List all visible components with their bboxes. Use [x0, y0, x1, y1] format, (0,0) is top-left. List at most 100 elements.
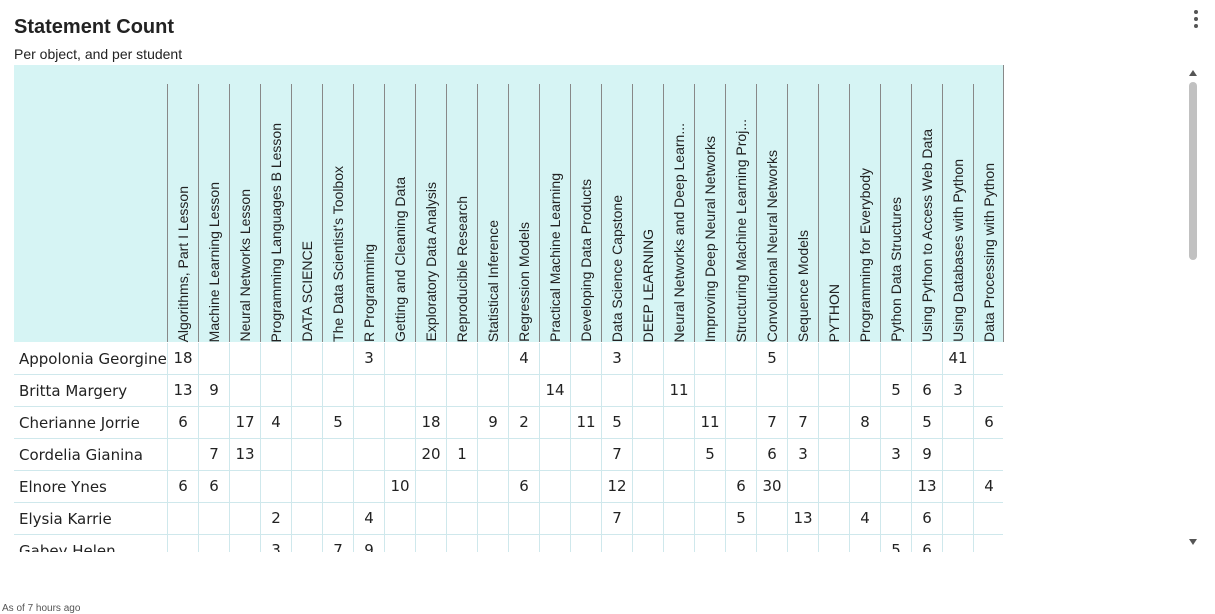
- cell: [539, 407, 570, 438]
- cell: 8: [849, 407, 880, 438]
- cell: 13: [787, 503, 818, 534]
- cell: [880, 407, 911, 438]
- cell: [632, 471, 663, 502]
- cell: 18: [167, 343, 198, 374]
- cell: [446, 471, 477, 502]
- cell: [942, 535, 973, 552]
- cell: [291, 439, 322, 470]
- cell: [725, 535, 756, 552]
- cell: [229, 471, 260, 502]
- cell: [849, 471, 880, 502]
- cell: [694, 471, 725, 502]
- table-row: Cherianne Jorrie 6 17 4 5 18 9 2 11 5 11 7 7 8 5 6: [14, 407, 1003, 439]
- cell: 3: [260, 535, 291, 552]
- cell: 6: [508, 471, 539, 502]
- cell: [880, 343, 911, 374]
- cell: [384, 503, 415, 534]
- cell: 20: [415, 439, 446, 470]
- cell: 6: [911, 535, 942, 552]
- cell: [818, 439, 849, 470]
- column-label: Exploratory Data Analysis: [423, 182, 439, 342]
- scrollbar[interactable]: [1186, 68, 1200, 548]
- cell: 9: [911, 439, 942, 470]
- column-label: Statistical Inference: [485, 219, 501, 342]
- column-label: PYTHON: [826, 283, 842, 342]
- scroll-thumb[interactable]: [1189, 82, 1197, 260]
- cell: 6: [911, 503, 942, 534]
- column-header: Neural Networks and Deep Learn...: [663, 84, 694, 342]
- table-row: Gabey Helen 3 7 9 5 6: [14, 535, 1003, 552]
- scroll-up[interactable]: [1189, 70, 1197, 76]
- cell: [818, 503, 849, 534]
- menu-button[interactable]: [1189, 8, 1203, 30]
- cell: [384, 439, 415, 470]
- table-row: Elnore Ynes 6 6 10 6 12 6 30 13 4: [14, 471, 1003, 503]
- column-label: Machine Learning Lesson: [206, 181, 222, 342]
- cell: 5: [725, 503, 756, 534]
- cell: 9: [477, 407, 508, 438]
- column-label: Data Processing with Python: [981, 163, 997, 342]
- cell: [291, 503, 322, 534]
- cell: [415, 343, 446, 374]
- subtitle: Per object, and per student: [14, 46, 183, 62]
- title: Statement Count: [14, 16, 174, 38]
- column-label: DEEP LEARNING: [640, 228, 656, 342]
- cell: 7: [198, 439, 229, 470]
- cell: [725, 439, 756, 470]
- cell: [601, 375, 632, 406]
- column-label: Programming Languages B Lesson: [268, 122, 284, 342]
- cell: 13: [229, 439, 260, 470]
- cell: [942, 471, 973, 502]
- cell: [663, 439, 694, 470]
- cell: 2: [508, 407, 539, 438]
- cell: [632, 343, 663, 374]
- cell: [756, 535, 787, 552]
- cell: 7: [601, 503, 632, 534]
- cell: [384, 375, 415, 406]
- cell: [477, 343, 508, 374]
- cell: [198, 407, 229, 438]
- cell: 3: [601, 343, 632, 374]
- column-label: Using Python to Access Web Data: [919, 129, 935, 342]
- column-header: Practical Machine Learning: [539, 84, 570, 342]
- cell: [880, 503, 911, 534]
- cell: 11: [663, 375, 694, 406]
- cell: [539, 471, 570, 502]
- cell: [322, 503, 353, 534]
- column-header: Programming for Everybody: [849, 84, 880, 342]
- row-name: Britta Margery: [19, 382, 128, 400]
- cell: [787, 343, 818, 374]
- cell: [632, 503, 663, 534]
- cell: [446, 343, 477, 374]
- column-header: Structuring Machine Learning Proj...: [725, 84, 756, 342]
- cell: [942, 439, 973, 470]
- cell: 2: [260, 503, 291, 534]
- cell: 4: [353, 503, 384, 534]
- cell: [663, 503, 694, 534]
- cell: [322, 439, 353, 470]
- cell: 18: [415, 407, 446, 438]
- cell: 3: [353, 343, 384, 374]
- column-label: The Data Scientist's Toolbox: [330, 166, 346, 342]
- column-header: Data Science Capstone: [601, 84, 632, 342]
- scroll-down[interactable]: [1189, 539, 1197, 545]
- cell: [446, 503, 477, 534]
- cell: [725, 407, 756, 438]
- cell: [725, 375, 756, 406]
- column-header: Developing Data Products: [570, 84, 601, 342]
- cell: 5: [880, 535, 911, 552]
- column-header: R Programming: [353, 84, 384, 342]
- cell: [322, 471, 353, 502]
- cell: [973, 535, 1004, 552]
- cell: [260, 375, 291, 406]
- cell: 6: [198, 471, 229, 502]
- column-label: Python Data Structures: [888, 197, 904, 342]
- cell: [818, 343, 849, 374]
- column-label: Neural Networks Lesson: [237, 189, 253, 342]
- column-header: Using Python to Access Web Data: [911, 84, 942, 342]
- column-label: Regression Models: [516, 222, 532, 342]
- footer: As of 7 hours ago: [2, 603, 81, 614]
- cell: [353, 439, 384, 470]
- cell: [353, 471, 384, 502]
- cell: [632, 439, 663, 470]
